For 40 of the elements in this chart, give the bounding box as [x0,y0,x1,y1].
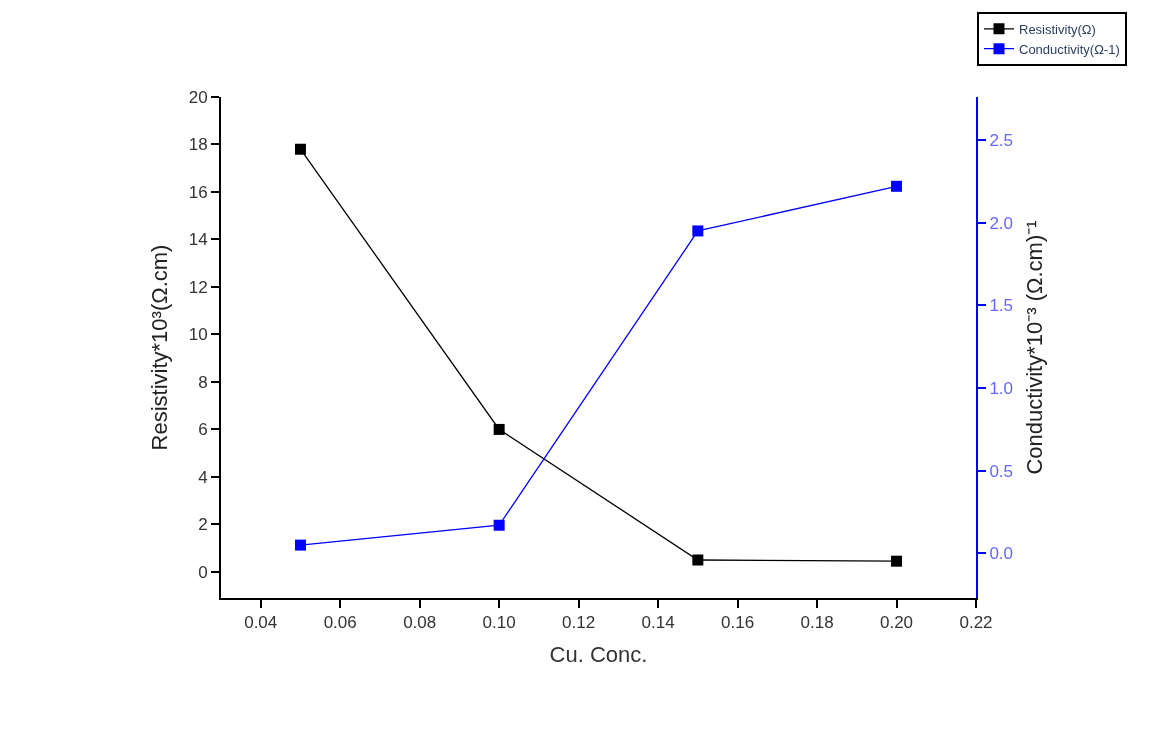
legend-label: Conductivity(Ω-1) [1019,41,1120,57]
y2-axis-title: Conductivity*10⁻³ (Ω.cm)⁻¹ [1022,220,1048,475]
y-tick-label: 8 [198,372,208,392]
point [692,225,704,237]
point [692,554,704,566]
point [891,180,903,192]
x-tick-label: 0.08 [403,613,437,633]
point [493,519,505,531]
x-tick-label: 0.10 [482,613,516,633]
y-tick-label: 6 [198,420,208,440]
point [891,555,903,567]
y-tick-label: 20 [188,87,208,107]
y2-tick-label: 1.0 [989,378,1014,398]
x-axis-title: Cu. Conc. [549,641,648,667]
x-tick-label: 0.04 [244,613,278,633]
x-tick-label: 0.20 [879,613,914,633]
y-tick-label: 12 [188,277,208,297]
y2-tick-label: 2.0 [989,213,1014,233]
point [294,539,306,551]
y-tick-label: 18 [188,135,208,155]
y-tick-label: 2 [198,515,208,535]
point [493,423,505,435]
y-tick-label: 10 [188,325,208,345]
y2-tick-label: 0.5 [989,461,1014,481]
y2-tick-label: 0.0 [989,544,1014,564]
x-tick-label: 0.18 [800,613,834,633]
x-tick-label: 0.12 [562,613,596,633]
point [294,143,306,155]
y2-tick-label: 2.5 [989,130,1014,150]
y-tick-label: 0 [198,562,208,582]
y-tick-label: 14 [188,230,208,250]
legend-label: Resistivity(Ω) [1019,21,1096,37]
x-tick-label: 0.22 [959,613,993,633]
y-tick-label: 16 [188,182,208,202]
x-tick-label: 0.16 [721,613,755,633]
x-tick-label: 0.14 [641,613,675,633]
y-tick-label: 4 [198,467,208,487]
x-tick-label: 0.06 [323,613,357,633]
y-axis-title: Resistivity*10³(Ω.cm) [146,244,172,451]
y2-tick-label: 1.5 [989,296,1014,316]
